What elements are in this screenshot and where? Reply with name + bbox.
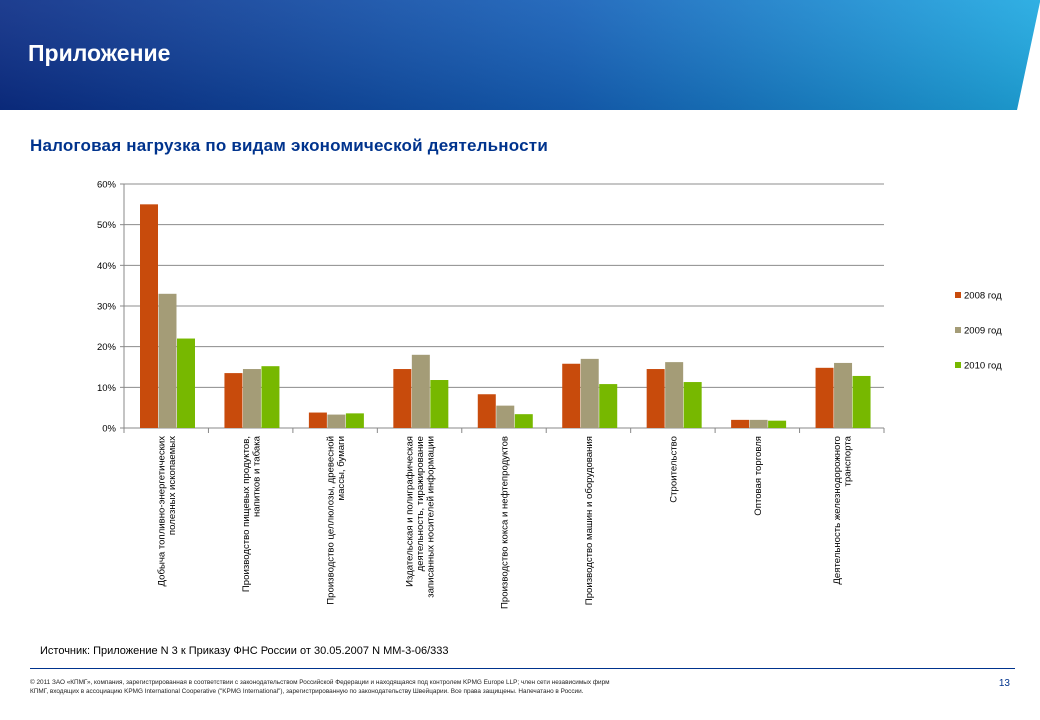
legend-swatch-2008-год	[955, 292, 961, 298]
bar-2009-год-1	[158, 293, 177, 428]
category-label: Производство кокса и нефтепродуктов	[500, 436, 511, 609]
bar-2008-год-2	[224, 373, 243, 428]
category-label-line: Производство целлюлозы, древесной	[325, 436, 336, 605]
category-label-line: Деятельность железнодорожного	[832, 436, 843, 585]
y-tick-label: 0%	[102, 424, 116, 435]
y-tick-label: 60%	[97, 180, 117, 191]
bar-2008-год-6	[562, 363, 581, 428]
y-tick-label: 10%	[97, 383, 117, 394]
bar-2009-год-9	[834, 362, 853, 428]
legend-label: 2008 год	[964, 291, 1002, 302]
category-label-line: напитков и табака	[251, 435, 262, 517]
legend-label: 2009 год	[964, 326, 1002, 337]
category-label: Производство целлюлозы, древесноймассы, …	[325, 436, 347, 605]
category-label-line: записанных носителей информации	[426, 436, 437, 598]
category-label-line: Строительство	[668, 436, 679, 503]
category-label-line: Производство пищевых продуктов,	[241, 436, 252, 592]
category-label-line: деятельность, тиражирование	[415, 436, 426, 571]
bar-2009-год-8	[749, 419, 768, 428]
category-label: Добыча топливно-энергетическихполезных и…	[156, 436, 178, 587]
category-label-line: Добыча топливно-энергетических	[156, 436, 167, 587]
category-label: Деятельность железнодорожноготранспорта	[832, 435, 854, 584]
category-label-line: полезных ископаемых	[167, 436, 178, 535]
bar-2008-год-4	[393, 369, 412, 428]
bar-2008-год-9	[815, 367, 834, 428]
bar-2008-год-1	[140, 204, 158, 428]
category-label: Оптовая торговля	[753, 436, 764, 516]
tax-burden-bar-chart: 0% 10% 20% 30% 40% 50% 60% Добыча топливно-энер…	[97, 180, 1002, 610]
bar-2010-год-7	[683, 382, 702, 428]
bar-2009-год-3	[327, 414, 346, 428]
bar-2009-год-5	[496, 405, 515, 428]
bar-2009-год-2	[242, 369, 261, 428]
bar-2010-год-3	[345, 413, 364, 428]
header-banner: Приложение	[0, 0, 1040, 110]
header-background	[0, 0, 1040, 110]
bar-2008-год-5	[477, 394, 496, 428]
bar-2008-год-8	[731, 419, 750, 428]
bar-2010-год-8	[768, 420, 787, 428]
legend-swatch-2010-год	[955, 362, 961, 368]
page-title: Приложение	[28, 40, 171, 66]
category-label-line: Оптовая торговля	[753, 436, 764, 516]
category-label-line: транспорта	[843, 435, 854, 486]
bar-2010-год-1	[177, 338, 195, 428]
footer-legal-text: © 2011 ЗАО «КПМГ», компания, зарегистрир…	[30, 679, 610, 696]
bar-2009-год-4	[411, 354, 430, 428]
page-number: 13	[998, 678, 1010, 689]
source-note: Источник: Приложение N 3 к Приказу ФНС Р…	[40, 645, 449, 657]
bar-2009-год-7	[665, 362, 684, 428]
category-label: Производство пищевых продуктов,напитков …	[241, 435, 263, 592]
bar-2010-год-6	[599, 384, 618, 428]
legend-label: 2010 год	[964, 361, 1002, 372]
category-label-line: Производство машин и оборудования	[584, 436, 595, 605]
bar-2010-год-9	[852, 375, 871, 428]
category-label: Строительство	[668, 436, 679, 503]
category-label-line: массы, бумаги	[336, 436, 347, 501]
y-tick-label: 30%	[97, 302, 117, 313]
bar-2008-год-7	[646, 369, 665, 428]
y-tick-label: 40%	[97, 261, 117, 272]
category-label-line: Производство кокса и нефтепродуктов	[500, 436, 511, 609]
category-label-line: Издательская и полиграфическая	[405, 436, 416, 587]
bar-2009-год-6	[580, 358, 599, 428]
bar-2010-год-4	[430, 380, 449, 428]
y-tick-label: 50%	[97, 220, 117, 231]
footer-divider	[30, 668, 1015, 669]
category-label: Издательская и полиграфическаядеятельнос…	[405, 436, 437, 598]
category-label: Производство машин и оборудования	[584, 436, 595, 605]
chart-title: Налоговая нагрузка по видам экономическо…	[30, 136, 548, 155]
bar-2010-год-5	[514, 414, 533, 428]
legend-swatch-2009-год	[955, 327, 961, 333]
bar-2008-год-3	[308, 412, 327, 428]
bar-2010-год-2	[261, 366, 280, 428]
y-tick-label: 20%	[97, 342, 117, 353]
